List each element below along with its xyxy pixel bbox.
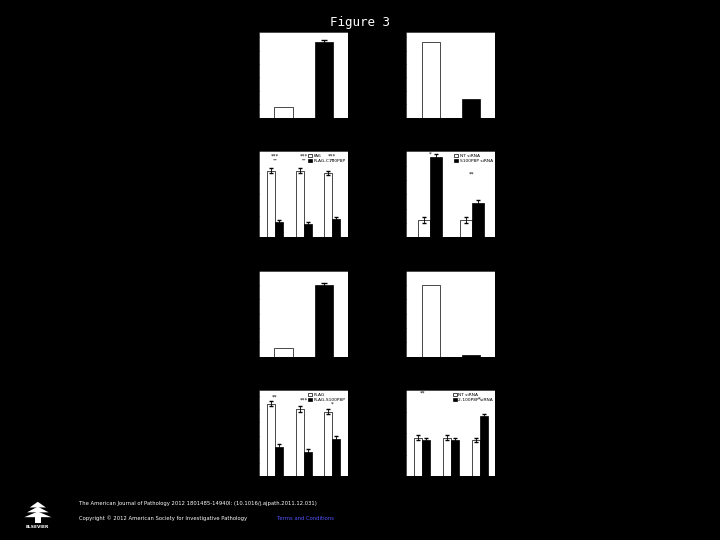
- Bar: [304, 225, 312, 238]
- Text: Terms and Conditions: Terms and Conditions: [277, 516, 334, 521]
- Y-axis label: S-100P8P expression
(relative vs. S6 16G1): S-100P8P expression (relative vs. S6 16G…: [227, 46, 238, 104]
- Text: ***: ***: [271, 153, 279, 158]
- Bar: [304, 452, 312, 476]
- Bar: [275, 222, 283, 238]
- Polygon shape: [30, 502, 46, 508]
- Text: ELSEVIER: ELSEVIER: [26, 525, 50, 529]
- Bar: [462, 355, 480, 357]
- Text: *: *: [331, 402, 333, 407]
- Bar: [324, 411, 333, 476]
- Polygon shape: [27, 507, 48, 512]
- Text: *: *: [478, 396, 481, 401]
- Title: Panc1: Panc1: [439, 380, 462, 389]
- Title: RwP1: RwP1: [293, 261, 314, 270]
- Bar: [315, 43, 333, 118]
- Text: **: **: [469, 171, 474, 177]
- Bar: [267, 171, 275, 238]
- Title: MiaPaCa2: MiaPaCa2: [432, 22, 469, 31]
- Bar: [296, 171, 304, 238]
- Y-axis label: S-100P8P expression
(relative to S6 16G1): S-100P8P expression (relative to S6 16G1…: [233, 286, 243, 341]
- Title: MiaPaCa2: MiaPaCa2: [432, 141, 469, 151]
- Title: RwP1: RwP1: [293, 380, 314, 389]
- Bar: [460, 220, 472, 238]
- Bar: [274, 107, 292, 118]
- Text: B: B: [225, 143, 233, 153]
- Text: Copyright © 2012 American Society for Investigative Pathology: Copyright © 2012 American Society for In…: [79, 516, 251, 521]
- Bar: [422, 43, 440, 118]
- Polygon shape: [24, 511, 51, 517]
- Bar: [472, 440, 480, 476]
- Text: **: **: [272, 395, 278, 400]
- Y-axis label: Adhesion (Arbitrary Units): Adhesion (Arbitrary Units): [384, 160, 389, 229]
- Text: ***: ***: [300, 153, 307, 158]
- Bar: [422, 285, 440, 357]
- Text: **: **: [420, 390, 425, 395]
- Text: ***: ***: [300, 397, 307, 402]
- Bar: [414, 437, 422, 476]
- Bar: [422, 440, 431, 476]
- Legend: FA6, FLAG-C100P8P: FA6, FLAG-C100P8P: [307, 153, 346, 163]
- Y-axis label: S-100P8P expression
(relative to S6 16G1): S-100P8P expression (relative to S6 16G1…: [379, 286, 390, 341]
- Title: FA6: FA6: [297, 141, 310, 151]
- Legend: NT siRNA, 2-100P8P siRNA: NT siRNA, 2-100P8P siRNA: [452, 393, 493, 402]
- Bar: [296, 409, 304, 476]
- Bar: [267, 403, 275, 476]
- Bar: [430, 157, 441, 238]
- Bar: [333, 219, 341, 238]
- Text: C: C: [225, 262, 233, 272]
- Text: D: D: [225, 382, 233, 392]
- Bar: [418, 220, 430, 238]
- Text: ***: ***: [328, 153, 336, 158]
- Bar: [480, 416, 487, 476]
- Text: A: A: [225, 23, 233, 33]
- Text: Figure 3: Figure 3: [330, 16, 390, 29]
- Y-axis label: Adhesion (Arbitrary Units): Adhesion (Arbitrary Units): [384, 399, 389, 468]
- Bar: [443, 437, 451, 476]
- Bar: [451, 440, 459, 476]
- Bar: [315, 285, 333, 357]
- Text: The American Journal of Pathology 2012 1801485-14940I: (10.1016/j.ajpath.2011.12: The American Journal of Pathology 2012 1…: [79, 501, 317, 506]
- Bar: [35, 517, 41, 523]
- Y-axis label: Adhesion (Arbitrary Units): Adhesion (Arbitrary Units): [242, 160, 247, 229]
- Legend: NT siRNA, S100P8P siRNA: NT siRNA, S100P8P siRNA: [454, 153, 493, 163]
- Title: Panc1: Panc1: [439, 261, 462, 270]
- Text: *: *: [428, 152, 431, 157]
- Bar: [333, 438, 341, 476]
- Y-axis label: Adhesion (Arbitrary Units): Adhesion (Arbitrary Units): [233, 399, 238, 468]
- Bar: [324, 173, 333, 238]
- Title: FA6: FA6: [297, 22, 310, 31]
- Legend: FLAG, FLAG-S100P8P: FLAG, FLAG-S100P8P: [308, 393, 346, 402]
- Bar: [462, 99, 480, 118]
- Bar: [472, 203, 484, 238]
- Bar: [274, 348, 292, 357]
- Bar: [275, 447, 283, 476]
- Y-axis label: S-100P8P expression
(relative vs. S6 16G1): S-100P8P expression (relative vs. S6 16G…: [374, 46, 385, 104]
